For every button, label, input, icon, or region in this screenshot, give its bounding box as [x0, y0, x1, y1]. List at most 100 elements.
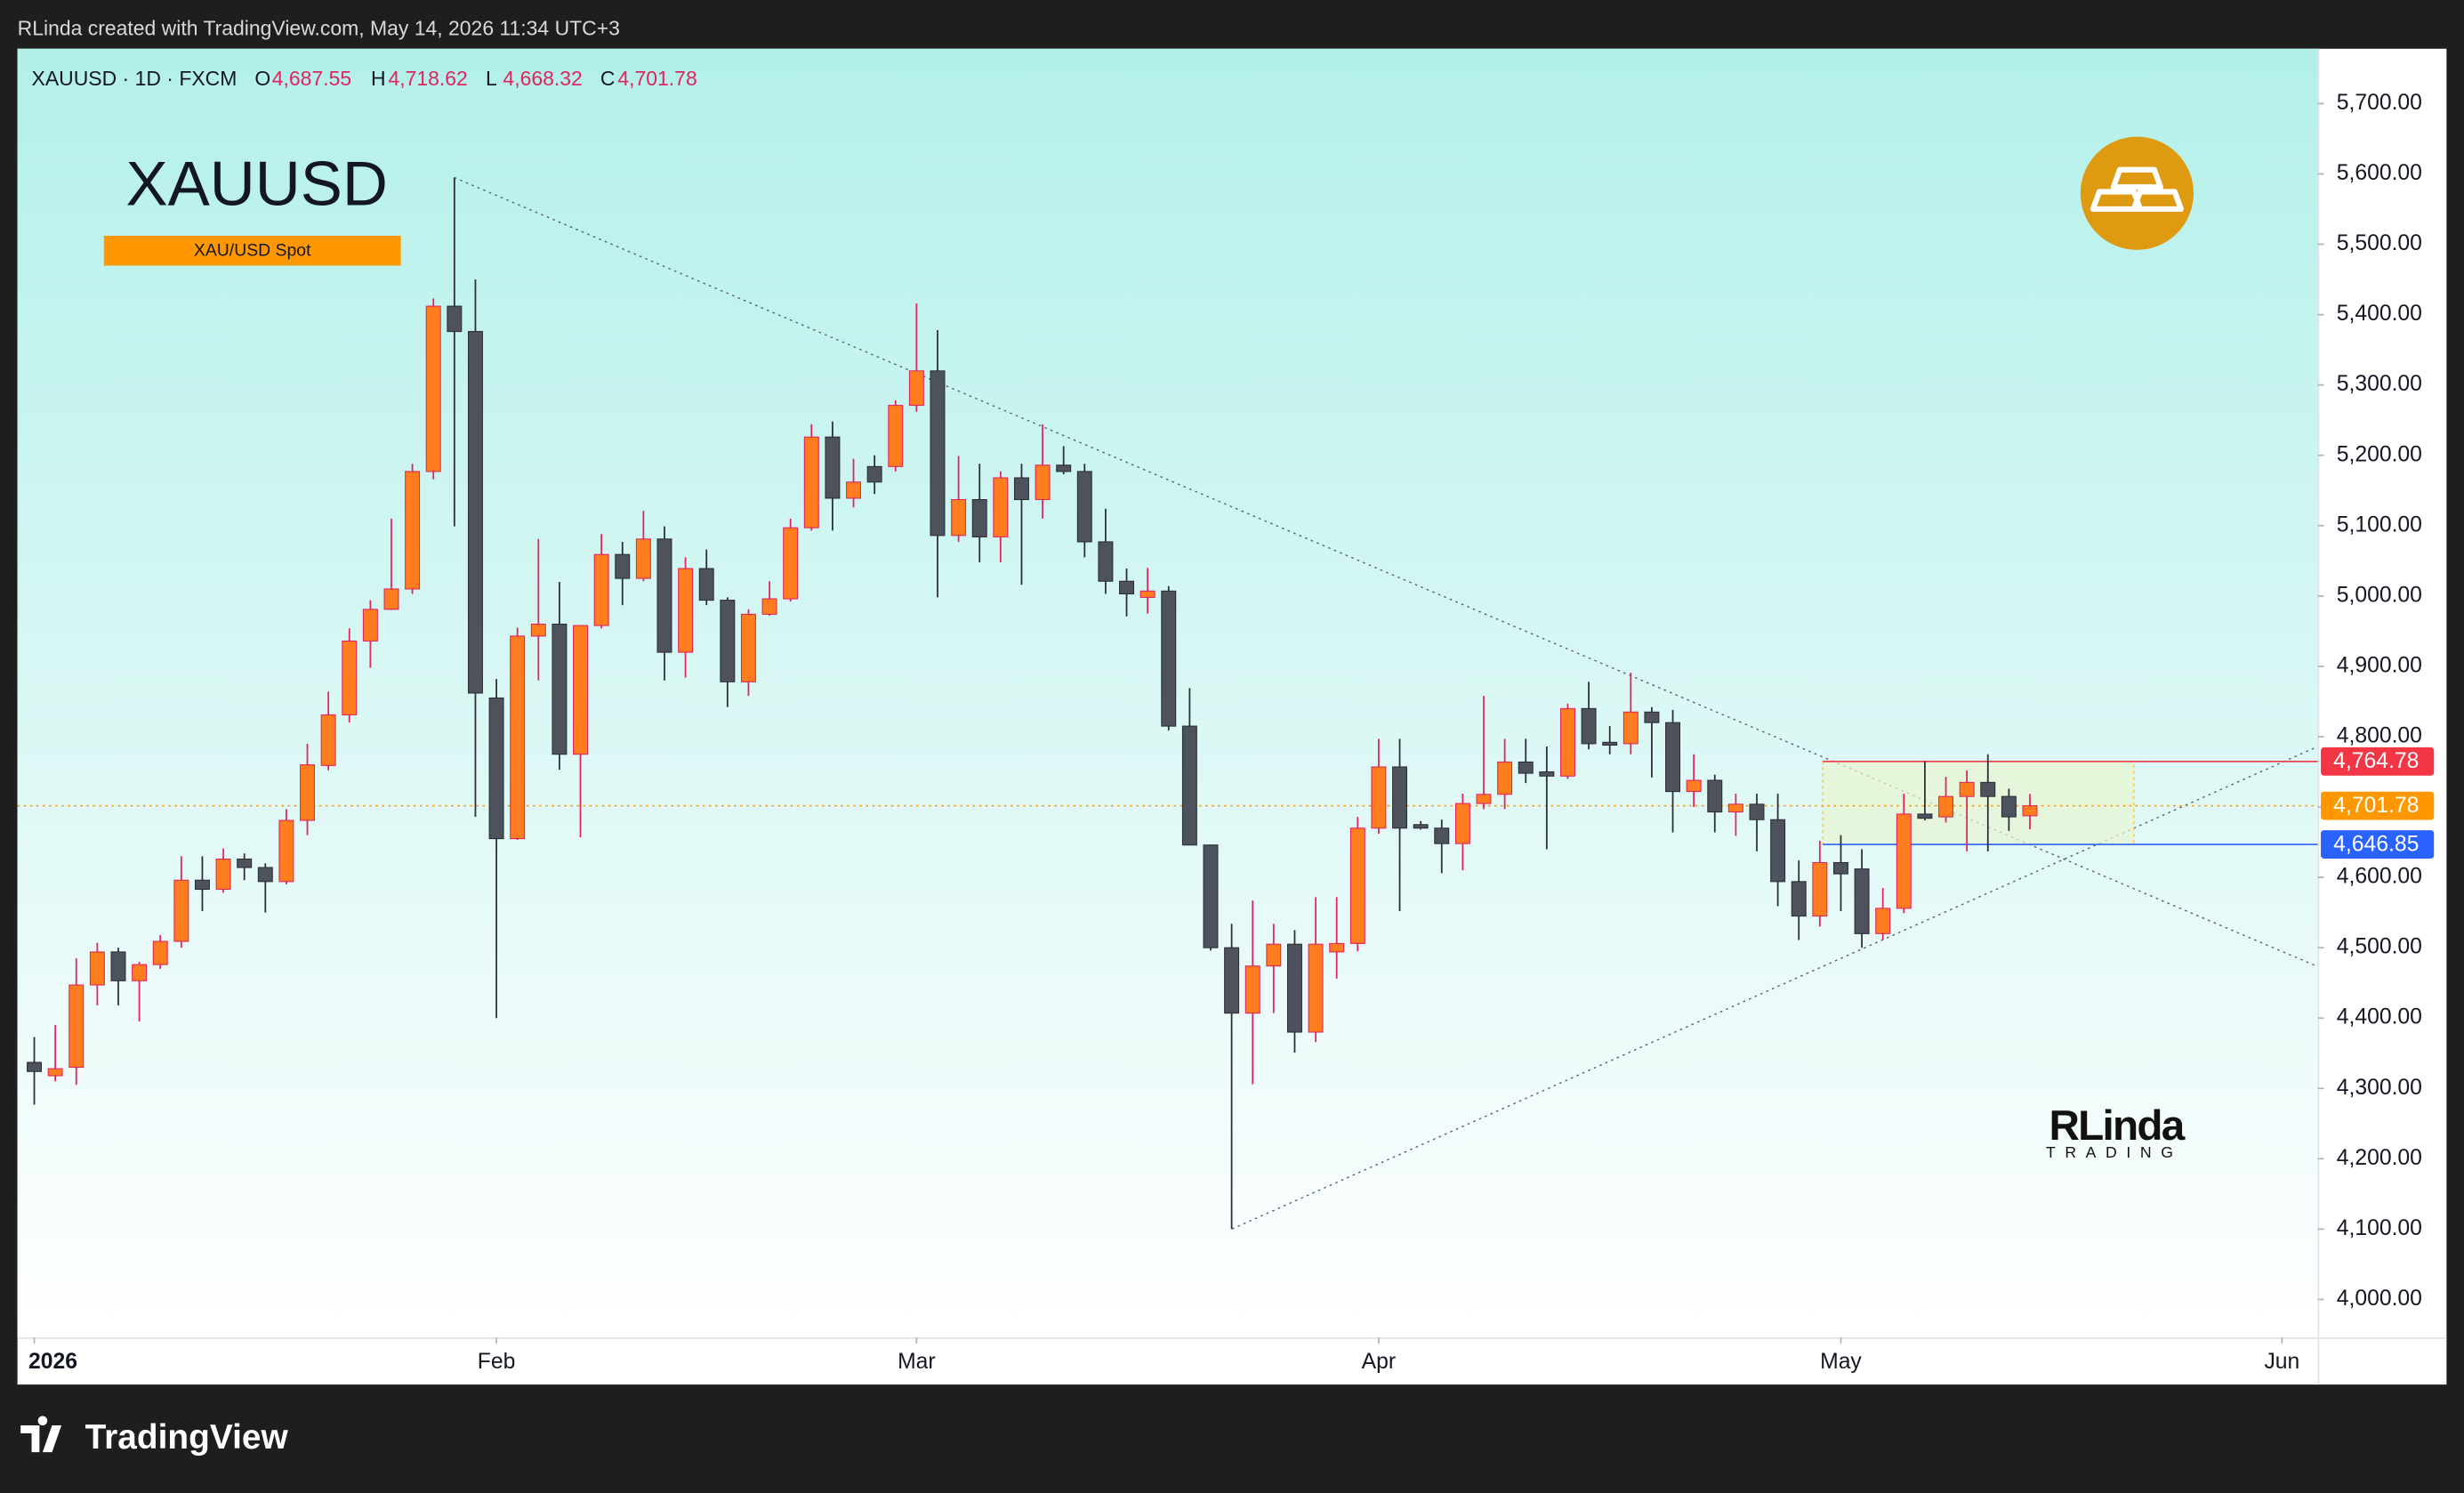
legend-value: 4,668.32: [503, 67, 582, 90]
candle-body: [783, 527, 799, 600]
candle-body: [425, 305, 441, 472]
brand-name: TradingView: [85, 1418, 289, 1457]
candle-body: [194, 879, 210, 891]
candle-body: [1392, 766, 1408, 829]
candle-body: [1013, 477, 1029, 501]
legend-symbol: XAUUSD · 1D · FXCM: [32, 67, 238, 90]
candle-body: [678, 568, 694, 653]
y-tick-label: 4,800.00: [2337, 723, 2422, 747]
candle-body: [1308, 943, 1324, 1033]
candle-body: [1329, 942, 1345, 953]
x-tick-label: Apr: [1362, 1350, 1396, 1374]
range-zone: [1822, 761, 2135, 845]
candle-body: [593, 553, 609, 626]
candle-body: [740, 613, 756, 682]
candle-body: [1266, 943, 1282, 967]
candle-body: [1938, 795, 1954, 818]
y-tick-label: 4,100.00: [2337, 1216, 2422, 1240]
candle-body: [1812, 861, 1828, 917]
candle-body: [467, 331, 483, 694]
candle-body: [1161, 590, 1177, 727]
candle-body: [530, 623, 546, 637]
candle-body: [1832, 861, 1848, 875]
x-tick-label: Jun: [2264, 1350, 2299, 1374]
candle-body: [971, 499, 987, 537]
plot-layer: [17, 176, 2318, 1230]
y-tick-label: 5,600.00: [2337, 161, 2422, 185]
candle-body: [552, 623, 568, 755]
candle-body: [1581, 707, 1597, 745]
y-tick-label: 4,600.00: [2337, 865, 2422, 889]
candle-body: [1623, 711, 1639, 745]
watermark-name: RLinda: [2049, 1102, 2185, 1150]
candle-body: [866, 465, 882, 483]
candle-body: [1518, 761, 1534, 774]
y-tick-label: 5,300.00: [2337, 372, 2422, 396]
candle-body: [342, 640, 358, 715]
candle-body: [1665, 722, 1681, 793]
candle-body: [993, 477, 1009, 537]
candle-body: [215, 858, 231, 891]
legend-value: 4,701.78: [617, 67, 697, 90]
y-tick-label: 4,000.00: [2337, 1287, 2422, 1311]
candle-body: [257, 867, 273, 883]
candle-body: [383, 588, 399, 610]
candle-body: [908, 370, 924, 407]
candle-body: [89, 951, 105, 986]
x-tick-label: Feb: [478, 1350, 516, 1374]
legend-value: 4,718.62: [388, 67, 467, 90]
y-tick-label: 4,300.00: [2337, 1076, 2422, 1100]
candle-body: [803, 436, 819, 529]
price-tag: [2321, 791, 2435, 820]
y-tick-label: 5,500.00: [2337, 231, 2422, 255]
candle-body: [132, 964, 148, 981]
candle-body: [1644, 711, 1660, 723]
candle-body: [68, 984, 85, 1069]
icon-bars: [2090, 166, 2184, 213]
brand-logo: TradingView: [20, 1416, 288, 1457]
candle-body: [1559, 707, 1575, 777]
y-tick-label: 4,500.00: [2337, 935, 2422, 959]
candle-body: [2001, 795, 2017, 818]
candle-body: [1770, 819, 1786, 883]
candle-body: [656, 538, 672, 653]
candle-body: [1602, 741, 1618, 746]
candle-body: [362, 609, 378, 642]
subtitle-badge: [103, 235, 401, 266]
candle-body: [405, 471, 421, 590]
candle-body: [510, 635, 526, 840]
price-tag: [2321, 830, 2435, 859]
legend-value: 4,687.55: [272, 67, 351, 90]
y-tick-label: 4,900.00: [2337, 653, 2422, 677]
candle-body: [1727, 803, 1743, 813]
candle-body: [320, 714, 336, 766]
candle-body: [1875, 908, 1891, 934]
candle-body: [846, 481, 862, 499]
legend-key: H: [371, 67, 386, 90]
candle-body: [1098, 541, 1114, 582]
candle-body: [47, 1068, 63, 1077]
price-tag: [2321, 746, 2435, 776]
candle-body: [1854, 868, 1870, 934]
candle-body: [1244, 965, 1260, 1014]
candle-body: [1791, 881, 1807, 917]
candle-body: [173, 879, 189, 942]
candle-body: [447, 305, 463, 333]
y-tick-label: 5,000.00: [2337, 583, 2422, 607]
candle-body: [152, 940, 168, 965]
chart-subtitle: XAU/USD Spot: [194, 241, 311, 261]
candle-body: [1181, 725, 1197, 846]
candle-body: [1896, 813, 1912, 909]
legend-key: O: [254, 67, 270, 90]
price-tag-label: 4,646.85: [2333, 832, 2419, 856]
y-tick-label: 4,200.00: [2337, 1146, 2422, 1170]
candle-body: [1454, 803, 1470, 844]
candle-body: [761, 598, 777, 615]
candle-body: [951, 499, 967, 537]
candle-body: [1119, 580, 1135, 595]
y-tick-label: 5,100.00: [2337, 512, 2422, 537]
attribution: RLinda created with TradingView.com, May…: [18, 17, 620, 40]
candle-body: [1749, 803, 1765, 820]
